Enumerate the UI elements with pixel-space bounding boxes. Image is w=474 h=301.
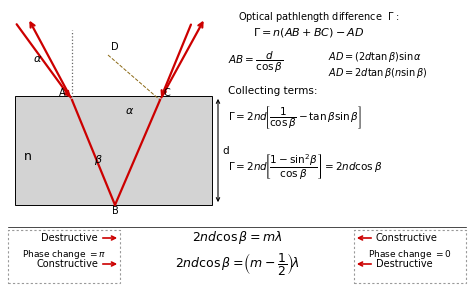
Text: Collecting terms:: Collecting terms: (228, 86, 318, 96)
Text: $\Gamma = 2nd\!\left[\dfrac{1}{\cos\beta} - \tan\beta\sin\beta\right]$: $\Gamma = 2nd\!\left[\dfrac{1}{\cos\beta… (228, 104, 362, 131)
Text: Destructive: Destructive (41, 233, 98, 243)
Text: $2nd\cos\beta = m\lambda$: $2nd\cos\beta = m\lambda$ (192, 229, 282, 247)
Text: $AD = (2d\tan\beta)\sin\alpha$: $AD = (2d\tan\beta)\sin\alpha$ (328, 50, 422, 64)
Text: $\alpha$: $\alpha$ (126, 106, 135, 116)
Text: $AD = 2d\tan\beta(n\sin\beta)$: $AD = 2d\tan\beta(n\sin\beta)$ (328, 66, 428, 80)
Bar (15, 96, 212, 205)
Text: Constructive: Constructive (36, 259, 98, 269)
Text: $\Gamma = n(AB + BC) - AD$: $\Gamma = n(AB + BC) - AD$ (253, 26, 364, 39)
Bar (354, 230, 466, 283)
Text: $\beta$: $\beta$ (93, 153, 102, 167)
Text: n: n (24, 150, 32, 163)
Text: Phase change $= 0$: Phase change $= 0$ (368, 248, 452, 261)
Bar (8, 230, 120, 283)
Text: $AB = \dfrac{d}{\cos\beta}$: $AB = \dfrac{d}{\cos\beta}$ (228, 50, 283, 75)
Text: d: d (222, 145, 228, 156)
Text: B: B (111, 206, 118, 216)
Text: C: C (164, 88, 171, 98)
Text: $\alpha$: $\alpha$ (33, 54, 43, 64)
Text: Optical pathlength difference  $\Gamma$ :: Optical pathlength difference $\Gamma$ : (238, 10, 400, 24)
Text: $\Gamma = 2nd\!\left[\dfrac{1-\sin^2\!\beta}{\cos\beta}\right] = 2nd\cos\beta$: $\Gamma = 2nd\!\left[\dfrac{1-\sin^2\!\b… (228, 153, 383, 182)
Text: Constructive: Constructive (376, 233, 438, 243)
Text: Destructive: Destructive (376, 259, 433, 269)
Text: D: D (111, 42, 118, 52)
Text: A: A (59, 88, 66, 98)
Text: $2nd\cos\beta = \!\left(m - \dfrac{1}{2}\right)\!\lambda$: $2nd\cos\beta = \!\left(m - \dfrac{1}{2}… (175, 251, 299, 277)
Text: Phase change $= \pi$: Phase change $= \pi$ (22, 248, 106, 261)
